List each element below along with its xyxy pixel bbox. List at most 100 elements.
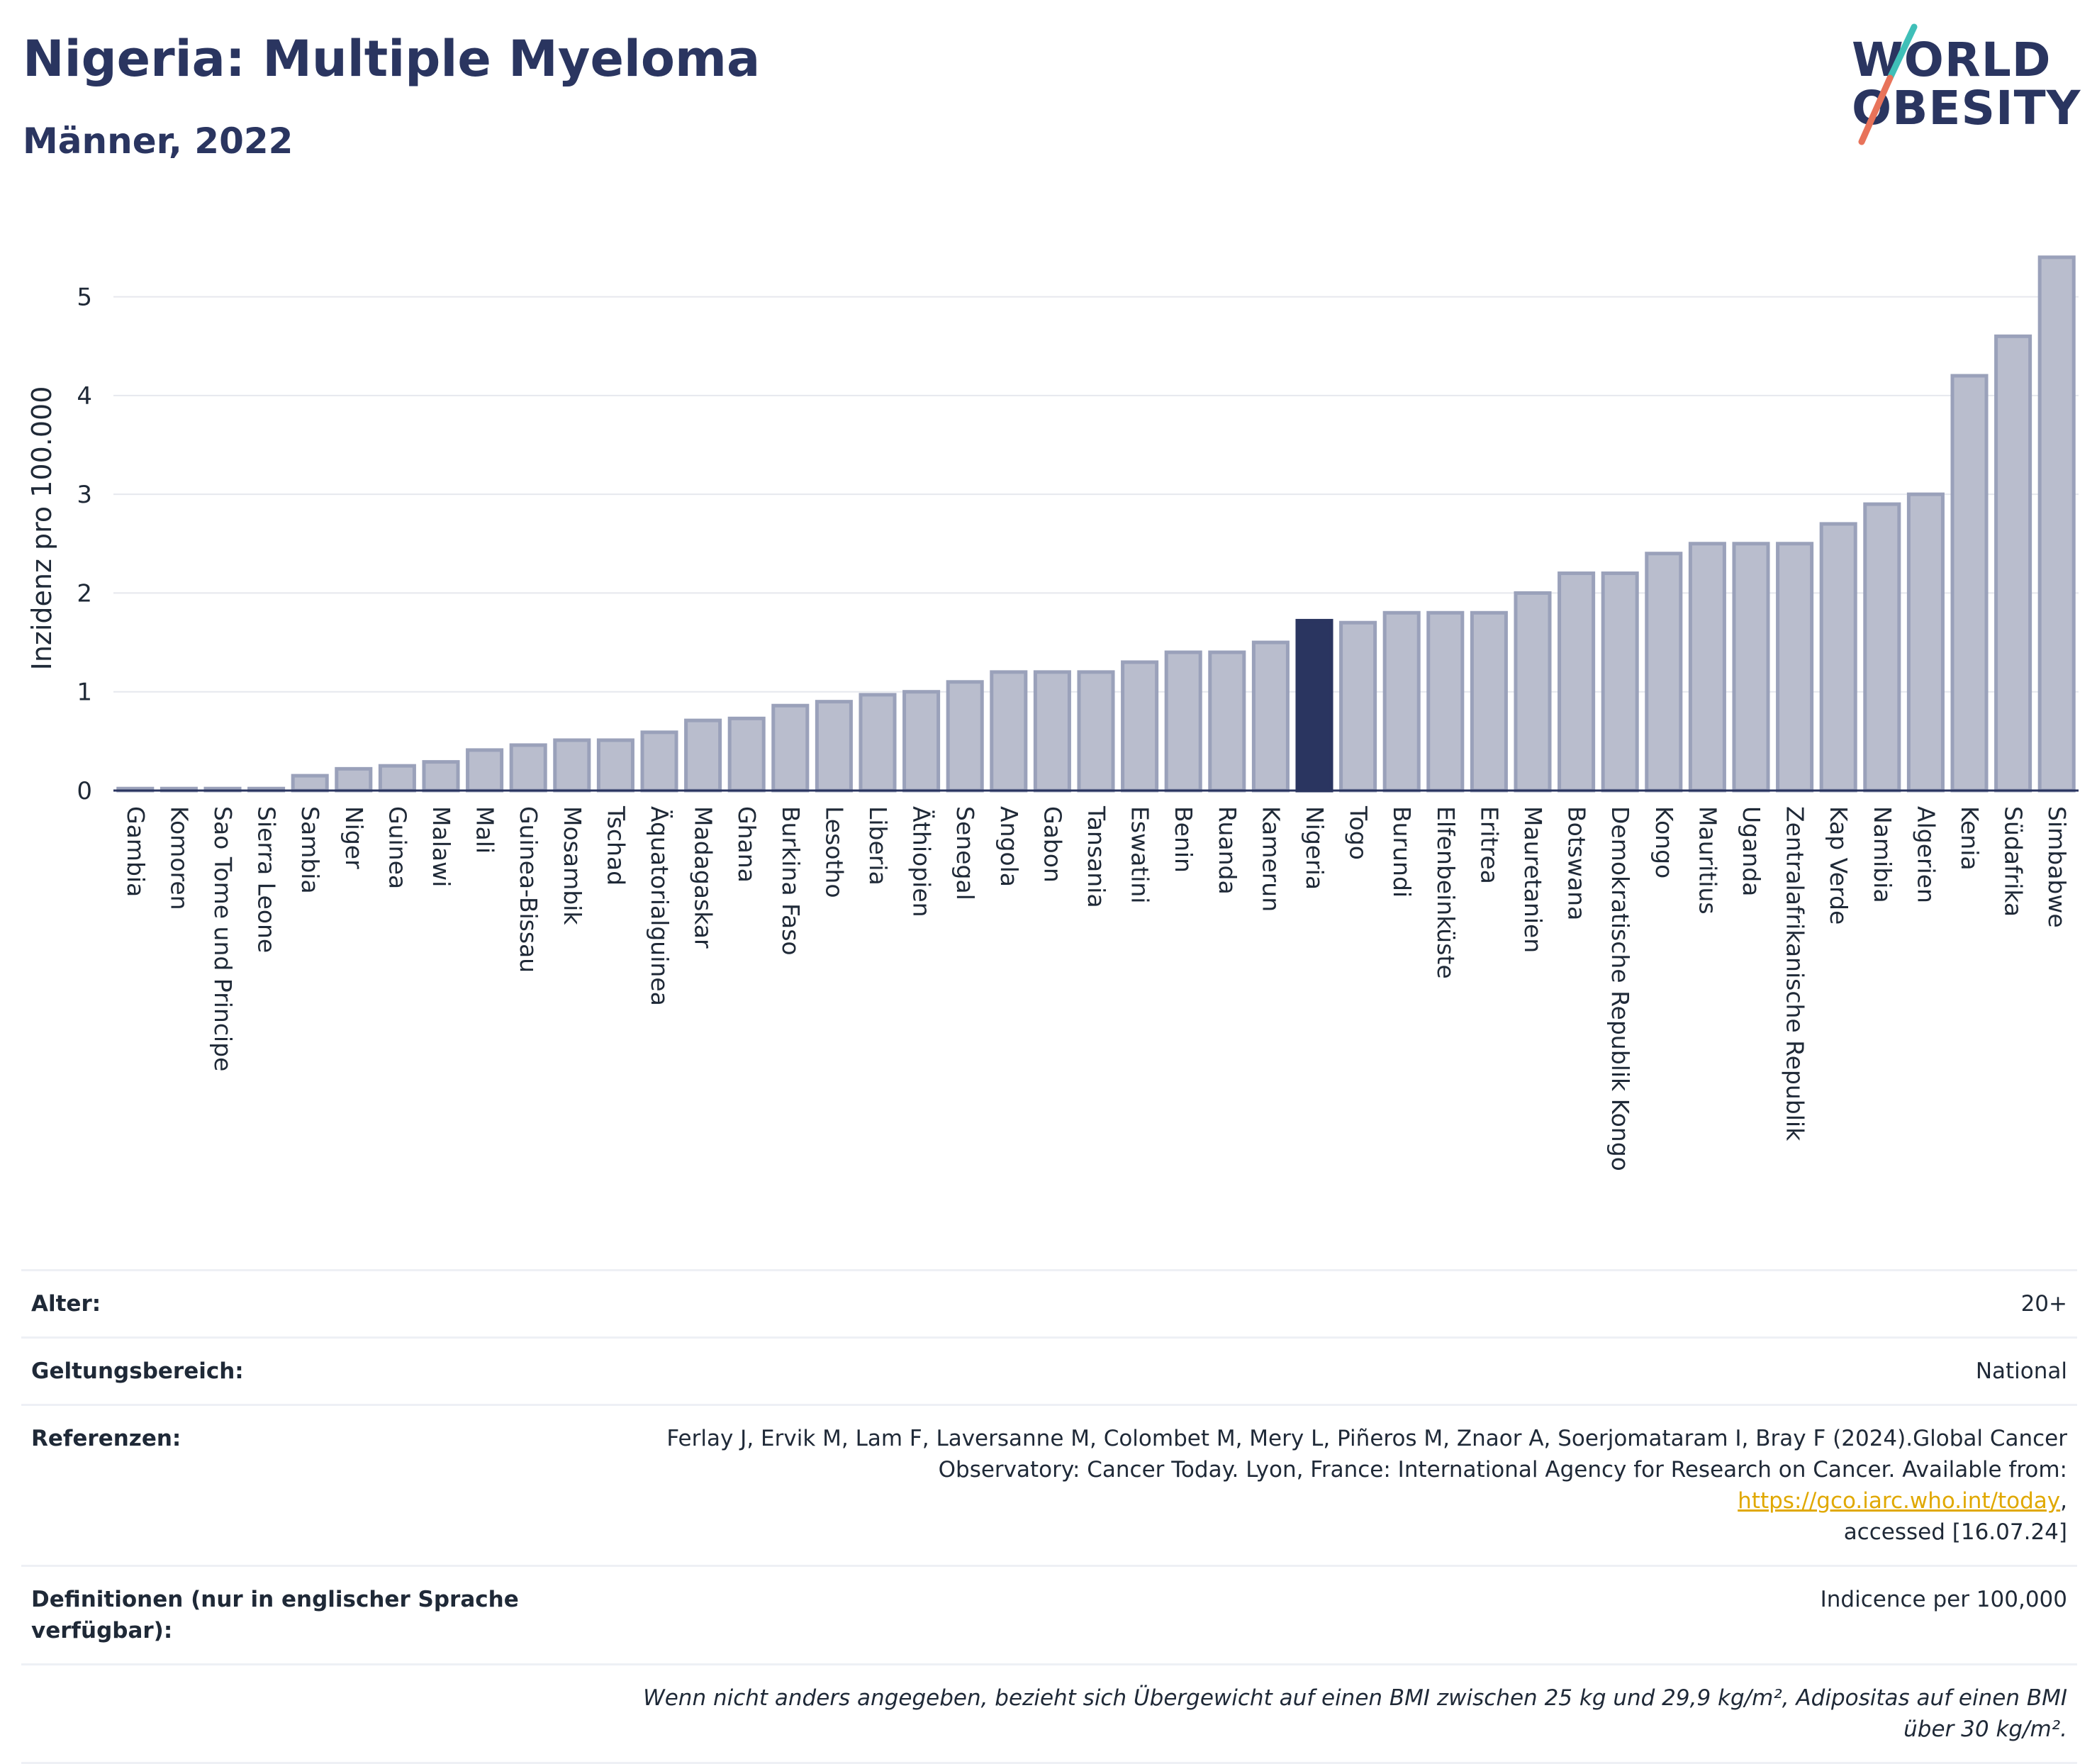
x-tick-label: Nigeria	[1301, 806, 1329, 890]
x-tick-label: Guinea-Bissau	[515, 806, 542, 973]
bar-elfenbeinküste[interactable]	[1426, 610, 1465, 793]
x-tick-label: Eritrea	[1475, 806, 1503, 884]
bar-mosambik[interactable]	[553, 738, 591, 793]
bar-ghana[interactable]	[727, 716, 766, 793]
x-tick-label: Benin	[1170, 806, 1197, 873]
bar-tschad[interactable]	[596, 738, 634, 793]
bar-kap-verde[interactable]	[1819, 522, 1857, 793]
y-tick-label: 5	[77, 284, 92, 312]
bar-kamerun[interactable]	[1251, 640, 1290, 793]
bar-mauretanien[interactable]	[1514, 591, 1552, 793]
bar-burundi[interactable]	[1382, 610, 1421, 793]
bar-benin[interactable]	[1164, 650, 1202, 793]
bar-madagaskar[interactable]	[684, 718, 722, 793]
bar-südafrika[interactable]	[1994, 334, 2032, 793]
bar-angola[interactable]	[990, 670, 1028, 793]
x-tick-label: Lesotho	[820, 806, 848, 898]
page-title: Nigeria: Multiple Myeloma	[23, 30, 761, 88]
x-tick-label: Angola	[995, 806, 1023, 887]
logo-word-world: WORLD	[1852, 33, 2052, 87]
bar-uganda[interactable]	[1732, 542, 1770, 793]
bar-liberia[interactable]	[859, 693, 897, 793]
x-tick-label: Burundi	[1388, 806, 1416, 898]
x-tick-label: Madagaskar	[690, 806, 717, 949]
bar-malawi[interactable]	[422, 760, 460, 793]
x-tick-label: Burkina Faso	[777, 806, 805, 956]
bmi-note: Wenn nicht anders angegeben, bezieht sic…	[643, 1685, 2067, 1742]
references-text-1: Ferlay J, Ervik M, Lam F, Laversanne M, …	[666, 1426, 2067, 1451]
x-tick-label: Namibia	[1869, 806, 1896, 903]
x-tick-label: Ghana	[733, 806, 761, 883]
x-tick-label: Malawi	[427, 806, 455, 887]
bar-simbabwe[interactable]	[2037, 255, 2076, 793]
y-tick-label: 1	[77, 679, 92, 707]
bar-gabon[interactable]	[1033, 670, 1071, 793]
bar-sambia[interactable]	[291, 774, 329, 793]
bar-mauritius[interactable]	[1688, 542, 1726, 793]
y-tick-label: 3	[77, 481, 92, 509]
bar-botswana[interactable]	[1558, 571, 1596, 793]
bar-algerien[interactable]	[1906, 492, 1945, 793]
bar-togo[interactable]	[1339, 620, 1377, 793]
y-tick-label: 4	[77, 382, 92, 411]
bar-guinea-bissau[interactable]	[509, 743, 547, 793]
bar-nigeria[interactable]	[1295, 618, 1333, 793]
x-tick-label: Togo	[1345, 805, 1372, 860]
x-tick-label: Zentralafrikanische Republik	[1782, 806, 1809, 1141]
age-value: 20+	[2020, 1291, 2067, 1317]
x-tick-label: Botswana	[1563, 806, 1591, 920]
bar-niger[interactable]	[335, 766, 373, 793]
references-value: Ferlay J, Ervik M, Lam F, Laversanne M, …	[607, 1423, 2067, 1548]
bar-äthiopien[interactable]	[902, 690, 941, 793]
x-tick-label: Sambia	[296, 806, 324, 894]
x-tick-label: Kap Verde	[1825, 806, 1852, 925]
x-tick-label: Sao Tome und Principe	[209, 806, 237, 1071]
bar-senegal[interactable]	[946, 680, 984, 793]
x-tick-label: Guinea	[384, 806, 411, 889]
x-tick-label: Uganda	[1738, 806, 1765, 896]
x-tick-label: Gambia	[122, 806, 150, 897]
bar-lesotho[interactable]	[815, 700, 853, 793]
x-tick-label: Mauritius	[1694, 806, 1721, 915]
bar-tansania[interactable]	[1077, 670, 1115, 793]
x-tick-label: Elfenbeinküste	[1432, 806, 1460, 979]
x-tick-label: Mosambik	[559, 806, 586, 925]
x-tick-label: Tansania	[1083, 805, 1110, 908]
x-tick-label: Liberia	[864, 806, 892, 886]
references-link[interactable]: https://gco.iarc.who.int/today	[1738, 1488, 2061, 1514]
y-tick-label: 2	[77, 579, 92, 608]
bar-zentralafrikanische-republik[interactable]	[1776, 542, 1814, 793]
bar-ruanda[interactable]	[1208, 650, 1246, 793]
x-tick-label: Äquatorialguinea	[646, 806, 673, 1006]
x-tick-label: Eswatini	[1126, 806, 1154, 903]
bar-eritrea[interactable]	[1470, 610, 1508, 793]
x-tick-label: Gabon	[1039, 806, 1066, 883]
references-label: Referenzen:	[31, 1426, 181, 1451]
definitions-label: Definitionen (nur in englischer Sprache …	[31, 1587, 519, 1643]
bar-guinea[interactable]	[378, 764, 416, 793]
bar-chart: 0 1 2 3 4 5 Inzidenz pro 100.000 Gambia Komoren S…	[26, 255, 2079, 1171]
page-subtitle: Männer, 2022	[23, 121, 293, 162]
bar-äquatorialguinea[interactable]	[640, 730, 678, 793]
x-tick-label: Demokratische Republik Kongo	[1606, 806, 1634, 1171]
x-tick-label: Ruanda	[1214, 806, 1241, 895]
scope-label: Geltungsbereich:	[31, 1358, 244, 1384]
x-tick-label: Äthiopien	[908, 806, 936, 917]
x-tick-label: Kongo	[1650, 806, 1678, 878]
meta-row-note: Wenn nicht anders angegeben, bezieht sic…	[21, 1663, 2077, 1764]
references-text-2: Observatory: Cancer Today. Lyon, France:…	[938, 1457, 2067, 1483]
bar-kenia[interactable]	[1950, 374, 1989, 793]
x-tick-label: Kamerun	[1257, 806, 1285, 912]
bar-demokratische-republik-kongo[interactable]	[1601, 571, 1639, 793]
bar-mali[interactable]	[466, 748, 504, 793]
bar-eswatini[interactable]	[1121, 660, 1159, 793]
references-text-3: ,	[2060, 1488, 2067, 1514]
meta-row-age: Alter: 20+	[21, 1269, 2077, 1336]
x-tick-label: Mali	[471, 806, 499, 854]
bar-burkina-faso[interactable]	[771, 703, 810, 793]
bar-namibia[interactable]	[1863, 502, 1901, 793]
scope-value: National	[1975, 1358, 2067, 1384]
x-tick-label: Simbabwe	[2043, 806, 2071, 928]
bar-kongo[interactable]	[1645, 552, 1683, 793]
x-tick-label: Tschad	[602, 805, 630, 886]
